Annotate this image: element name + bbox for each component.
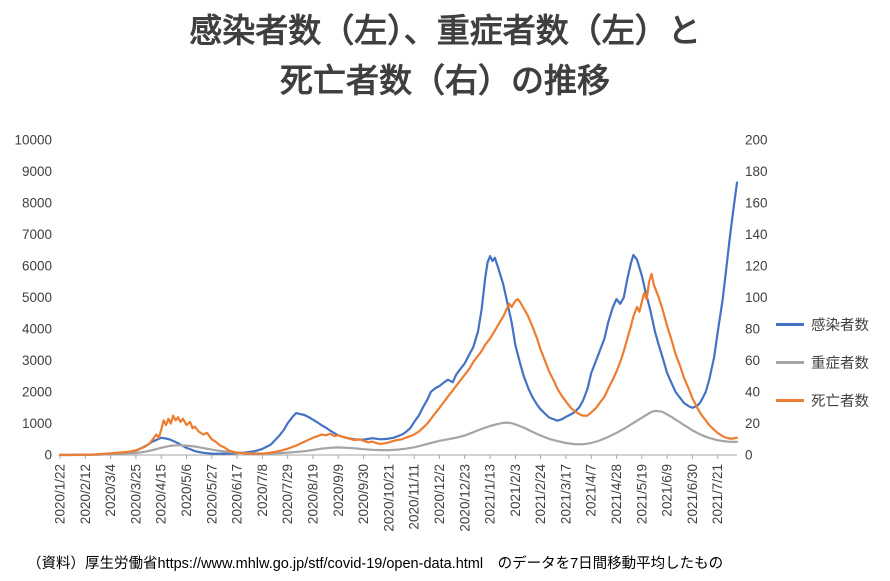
y-left-tick-label: 1000	[22, 416, 52, 431]
y-right-tick-label: 20	[745, 416, 760, 431]
x-tick-label: 2021/4/7	[584, 464, 599, 517]
y-right-tick-label: 120	[745, 259, 768, 274]
chart-title: 感染者数（左）、重症者数（左）と 死亡者数（右）の推移	[0, 6, 890, 105]
x-tick-label: 2020/12/23	[457, 464, 472, 532]
series-line-3	[58, 272, 739, 457]
source-note: （資料）厚生労働省https://www.mhlw.go.jp/stf/covi…	[27, 556, 724, 572]
x-tick-label: 2020/12/2	[432, 464, 447, 524]
y-right-tick-label: 180	[745, 164, 768, 179]
legend-line-marker	[776, 399, 804, 402]
y-left-tick-label: 4000	[22, 322, 52, 337]
x-tick-label: 2020/1/22	[53, 464, 68, 524]
y-left-tick-label: 6000	[22, 259, 52, 274]
legend-label: 重症者数	[811, 356, 869, 372]
legend-item: 感染者数	[776, 314, 869, 335]
x-tick-label: 2020/8/19	[305, 464, 320, 524]
y-left-tick-label: 5000	[22, 290, 52, 305]
x-tick-label: 2021/2/3	[508, 464, 523, 517]
x-tick-label: 2021/2/24	[533, 464, 548, 525]
legend-label: 死亡者数	[811, 394, 869, 410]
chart-plot-area: 0100020003000400050006000700080009000100…	[14, 133, 768, 532]
x-tick-label: 2020/7/8	[255, 464, 270, 517]
legend-item: 死亡者数	[776, 390, 869, 411]
x-tick-label: 2021/7/21	[710, 464, 725, 524]
y-right-tick-label: 40	[745, 385, 760, 400]
y-right-tick-label: 140	[745, 227, 768, 242]
series-line-2	[58, 409, 739, 457]
y-right-tick-label: 0	[745, 448, 753, 463]
y-right-tick-label: 100	[745, 290, 768, 305]
chart-title-line2: 死亡者数（右）の推移	[280, 61, 610, 99]
y-left-tick-label: 3000	[22, 353, 52, 368]
x-tick-label: 2020/6/17	[230, 464, 245, 524]
y-left-tick-label: 0	[44, 448, 52, 463]
x-tick-label: 2020/5/27	[204, 464, 219, 524]
y-left-tick-label: 2000	[22, 385, 52, 400]
y-right-tick-label: 60	[745, 353, 760, 368]
y-right-tick-label: 160	[745, 196, 768, 211]
chart-legend: 感染者数重症者数死亡者数	[776, 314, 869, 428]
x-tick-label: 2020/9/9	[331, 464, 346, 517]
x-tick-label: 2020/3/4	[103, 464, 118, 517]
y-right-tick-label: 80	[745, 322, 760, 337]
legend-item: 重症者数	[776, 352, 869, 373]
x-tick-label: 2021/6/30	[685, 464, 700, 524]
x-tick-label: 2020/9/30	[356, 464, 371, 524]
y-left-tick-label: 9000	[22, 164, 52, 179]
legend-line-marker	[776, 323, 804, 326]
x-tick-label: 2020/5/6	[179, 464, 194, 517]
x-tick-label: 2021/6/9	[660, 464, 675, 517]
x-tick-label: 2020/3/25	[128, 464, 143, 524]
x-tick-label: 2020/11/11	[407, 464, 422, 530]
x-tick-label: 2020/4/15	[154, 464, 169, 524]
legend-label: 感染者数	[811, 318, 869, 334]
x-tick-label: 2020/2/12	[78, 464, 93, 524]
series-line-1	[58, 181, 739, 457]
x-tick-label: 2020/10/21	[381, 464, 396, 532]
chart-title-line1: 感染者数（左）、重症者数（左）と	[189, 12, 701, 49]
x-tick-label: 2021/1/13	[483, 464, 498, 524]
y-left-tick-label: 10000	[14, 133, 52, 148]
x-tick-label: 2021/3/17	[558, 464, 573, 524]
legend-line-marker	[776, 361, 804, 364]
x-tick-label: 2021/5/19	[634, 464, 649, 524]
y-left-tick-label: 7000	[22, 227, 52, 242]
x-tick-label: 2021/4/28	[609, 464, 624, 524]
y-right-tick-label: 200	[745, 133, 768, 148]
y-left-tick-label: 8000	[22, 196, 52, 211]
x-tick-label: 2020/7/29	[280, 464, 295, 524]
